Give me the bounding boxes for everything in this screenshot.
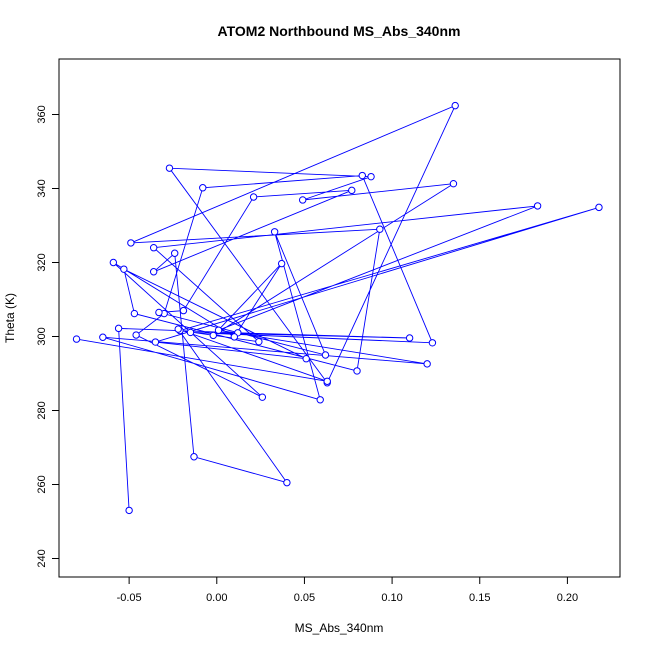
data-series [72, 101, 603, 515]
data-point [155, 308, 163, 317]
x-tick-label: 0.10 [381, 592, 402, 604]
data-point [451, 101, 459, 110]
y-axis-label: Theta (K) [3, 293, 17, 343]
y-tick-label: 340 [36, 179, 48, 197]
data-point [298, 196, 307, 204]
y-axis: 240 260 280 300 320 340 360 [36, 105, 60, 568]
data-point [367, 172, 375, 181]
y-tick-label: 260 [36, 475, 48, 493]
data-point [428, 339, 437, 347]
x-tick-label: 0.20 [557, 592, 578, 604]
data-point [199, 184, 207, 192]
x-tick-label: 0.00 [206, 592, 227, 604]
data-point [151, 338, 160, 346]
y-tick-label: 240 [36, 549, 48, 567]
data-point [405, 334, 414, 342]
data-point [353, 367, 361, 375]
data-point [423, 360, 431, 368]
data-point [114, 324, 123, 333]
data-point [72, 335, 81, 343]
data-point [209, 331, 217, 340]
data-point [270, 228, 279, 236]
x-axis: -0.05 0.00 0.05 0.10 0.15 0.20 [117, 576, 578, 604]
x-tick-label: 0.15 [469, 592, 490, 604]
x-tick-label: -0.05 [117, 592, 142, 604]
data-point [179, 306, 188, 315]
data-point [249, 193, 258, 201]
data-point [99, 333, 107, 341]
y-tick-label: 360 [36, 105, 48, 123]
y-tick-label: 320 [36, 253, 48, 271]
data-point [125, 506, 133, 515]
data-point [277, 259, 286, 268]
y-tick-label: 300 [36, 327, 48, 345]
data-point [255, 337, 263, 346]
data-point [323, 377, 331, 385]
data-point [449, 179, 458, 188]
data-point [258, 393, 267, 401]
plot-frame [58, 58, 621, 578]
data-point [132, 331, 140, 339]
data-point [165, 164, 174, 172]
data-point [358, 171, 366, 180]
data-point [595, 203, 603, 212]
data-point [376, 225, 384, 233]
chart-title: ATOM2 Northbound MS_Abs_340nm [218, 23, 461, 39]
data-point [230, 333, 239, 341]
y-tick-label: 280 [36, 401, 48, 419]
data-point [214, 326, 223, 334]
data-point [120, 265, 128, 273]
data-point [109, 258, 118, 267]
series-line [76, 104, 600, 511]
x-tick-label: 0.05 [294, 592, 315, 604]
data-point [186, 328, 195, 337]
data-point [149, 268, 158, 276]
data-point [127, 239, 135, 247]
data-point [171, 249, 179, 257]
data-point [321, 351, 330, 359]
data-point [316, 396, 324, 404]
data-point [348, 186, 356, 195]
data-point [130, 309, 139, 318]
x-axis-label: MS_Abs_340nm [295, 621, 384, 635]
data-point [190, 453, 198, 461]
data-point [174, 325, 182, 333]
data-point [149, 244, 158, 252]
data-point [533, 202, 542, 210]
data-point [302, 355, 310, 363]
data-point [283, 478, 291, 487]
